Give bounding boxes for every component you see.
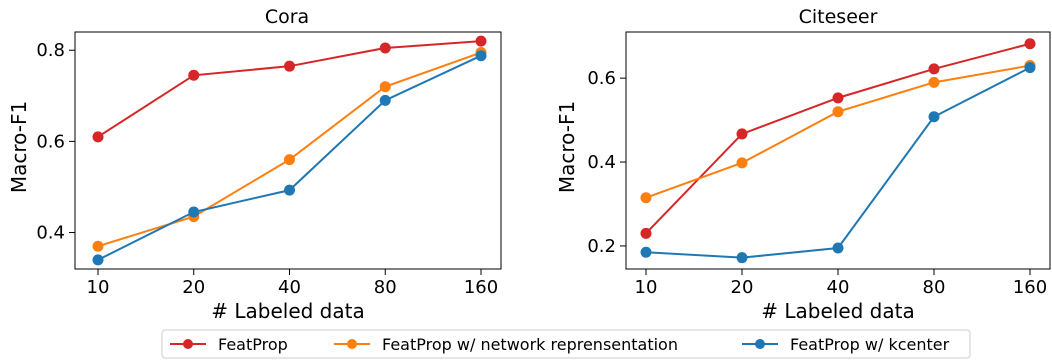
y-tick-label: 0.6 <box>36 131 65 152</box>
legend-entry-network: FeatProp w/ network reprensentation <box>334 335 678 354</box>
legend: FeatProp FeatProp w/ network reprensenta… <box>161 329 971 359</box>
data-point <box>736 128 748 140</box>
y-tick-label: 0.4 <box>587 152 616 173</box>
legend-marker <box>183 339 193 349</box>
data-point <box>928 63 940 75</box>
data-point <box>92 131 104 143</box>
legend-label: FeatProp w/ kcenter <box>790 335 950 354</box>
data-point <box>379 81 391 93</box>
y-axis-label: Macro-F1 <box>7 101 31 193</box>
x-tick-label: 10 <box>635 277 658 298</box>
y-axis-label: Macro-F1 <box>555 101 579 193</box>
data-point <box>284 184 295 196</box>
panel-title: Citeseer <box>799 6 878 28</box>
series-line <box>97 40 482 138</box>
data-point <box>379 42 391 54</box>
y-tick-label: 0.8 <box>36 40 65 61</box>
x-tick-label: 20 <box>182 277 205 298</box>
data-point <box>92 240 104 252</box>
x-tick-label: 80 <box>374 277 397 298</box>
x-ticks: 10 20 40 80 160 <box>635 269 1047 298</box>
x-axis-label: # Labeled data <box>211 299 364 323</box>
panel-citeseer: Citeseer Macro-F1 # Labeled data 0.20.40… <box>555 6 1051 323</box>
x-tick-label: 40 <box>278 277 301 298</box>
data-point <box>736 252 748 264</box>
data-point <box>188 69 200 81</box>
data-point <box>284 154 295 166</box>
data-point <box>1024 38 1036 50</box>
series-line <box>645 42 1031 235</box>
data-point <box>475 35 487 47</box>
data-point <box>188 206 200 218</box>
data-point <box>832 92 844 104</box>
x-tick-label: 20 <box>731 277 754 298</box>
data-point <box>1024 62 1036 74</box>
legend-entry-featprop: FeatProp <box>170 335 288 354</box>
y-ticks: 0.2 0.4 0.6 <box>587 68 626 257</box>
data-point <box>640 227 652 239</box>
data-point <box>832 106 844 118</box>
y-tick-label: 0.4 <box>36 223 65 244</box>
x-axis-label: # Labeled data <box>761 299 914 323</box>
legend-marker <box>347 339 357 349</box>
y-ticks: 0.4 0.6 0.8 <box>36 40 75 244</box>
data-point <box>284 60 295 72</box>
data-point <box>379 94 391 106</box>
data-point <box>928 76 940 88</box>
data-point <box>736 157 748 169</box>
data-point <box>640 246 652 258</box>
legend-label: FeatProp w/ network reprensentation <box>382 335 678 354</box>
data-point <box>832 242 844 254</box>
data-point <box>928 111 940 123</box>
data-point <box>92 254 104 266</box>
y-tick-label: 0.6 <box>587 68 616 89</box>
legend-entry-kcenter: FeatProp w/ kcenter <box>742 335 950 354</box>
x-tick-label: 160 <box>464 277 498 298</box>
legend-frame <box>161 329 971 359</box>
x-tick-label: 160 <box>1013 277 1047 298</box>
y-tick-label: 0.2 <box>587 236 616 257</box>
x-tick-label: 10 <box>87 277 110 298</box>
series-group <box>92 35 487 266</box>
data-point <box>475 50 487 62</box>
legend-marker <box>755 339 765 349</box>
x-tick-label: 40 <box>827 277 850 298</box>
panel-cora: Cora Macro-F1 # Labeled data 0.4 0.6 0.8 1… <box>7 6 502 323</box>
x-ticks: 10 20 40 80 160 <box>87 269 498 298</box>
panel-title: Cora <box>265 6 309 28</box>
series-group <box>640 38 1036 264</box>
series-line <box>645 64 1031 199</box>
plot-frame <box>74 31 502 270</box>
data-point <box>640 192 652 204</box>
plot-frame <box>625 31 1051 270</box>
legend-label: FeatProp <box>218 335 288 354</box>
x-tick-label: 80 <box>923 277 946 298</box>
